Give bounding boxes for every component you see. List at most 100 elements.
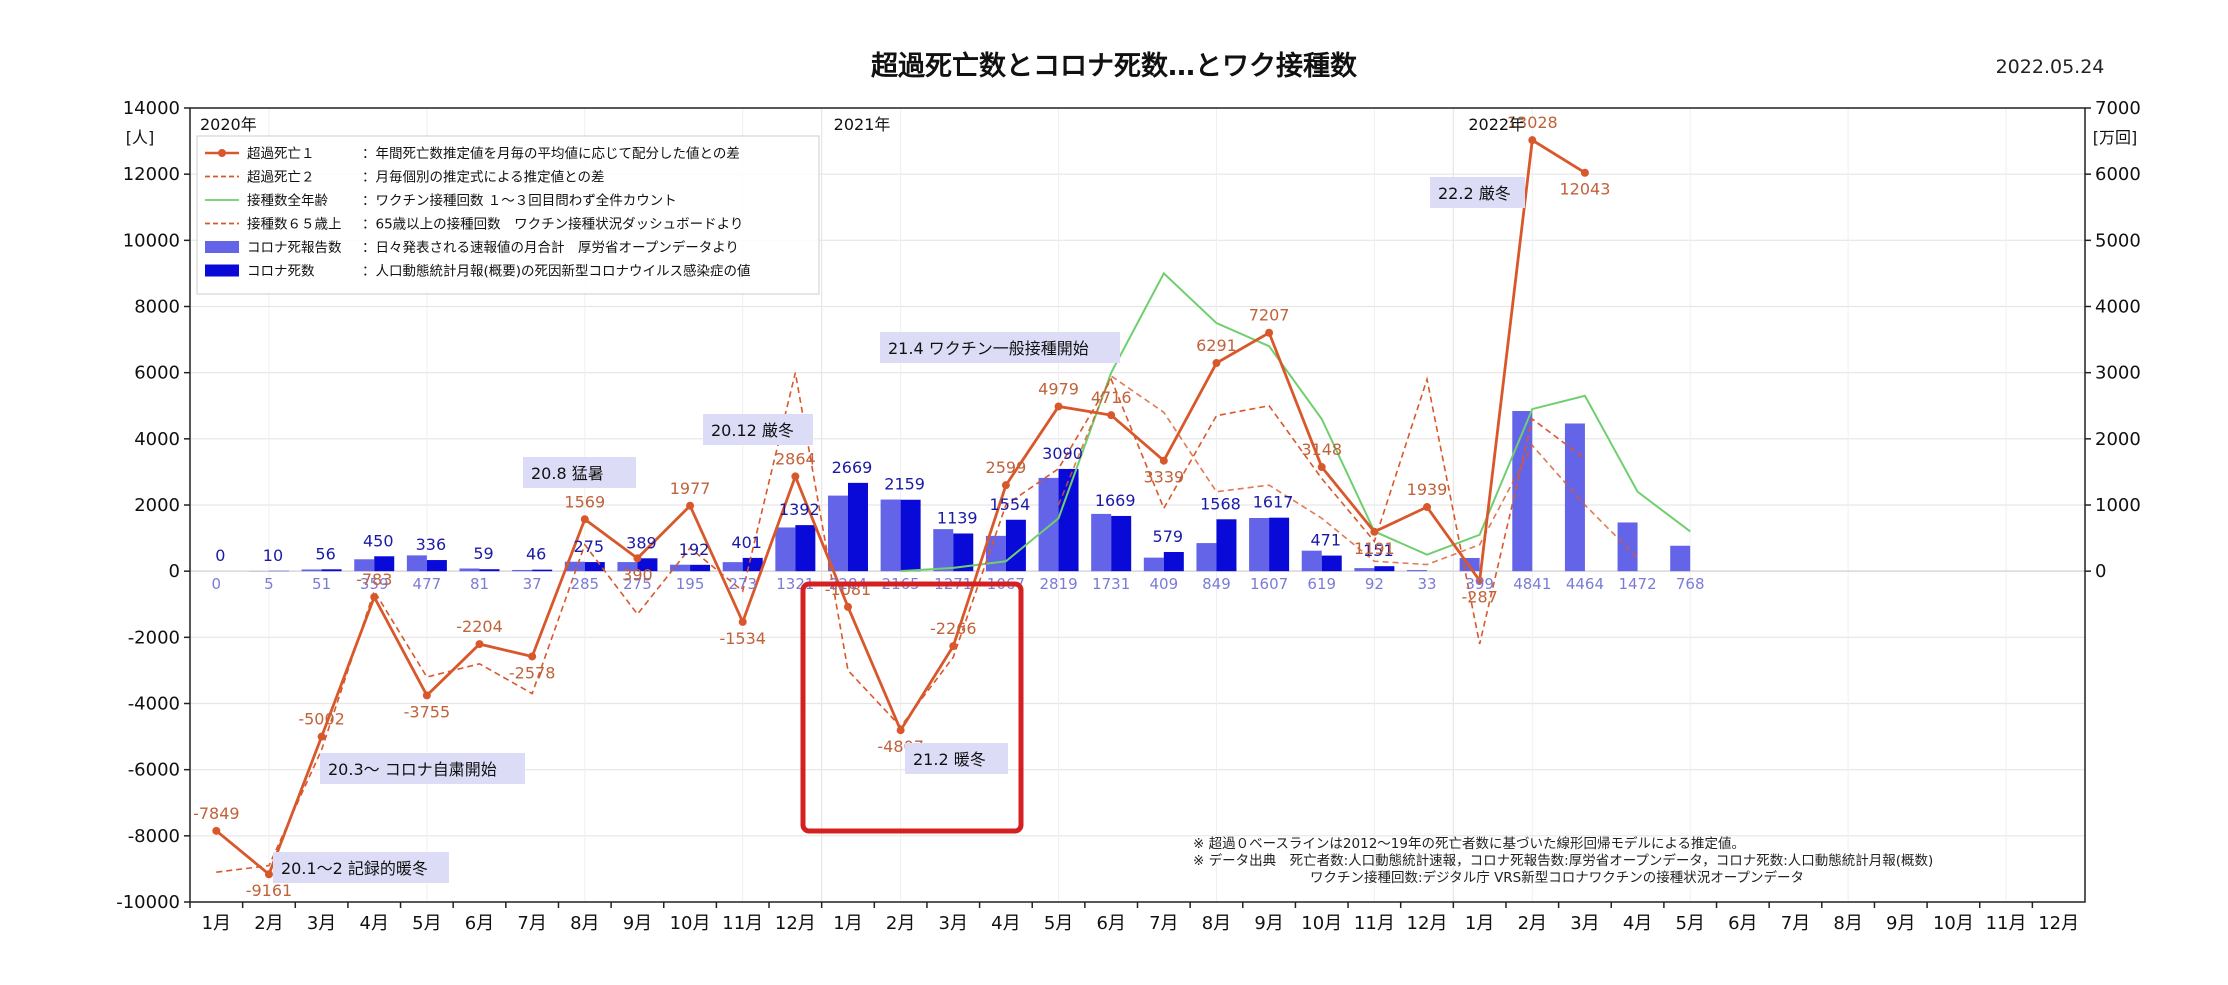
tick-label-x: 10月 (670, 913, 711, 934)
line-vaccination-all (900, 271, 1691, 573)
legend-desc: ：ワクチン接種回数 １～３回目問わず全件カウント (362, 192, 677, 209)
tick-label-x: 5月 (412, 913, 441, 934)
bar-report (1196, 543, 1217, 572)
tick-label-x: 8月 (1202, 913, 1231, 934)
marker-excess-1 (370, 593, 379, 602)
annotation-text: 20.3～ コロナ自粛開始 (328, 760, 497, 779)
label-death: 389 (626, 533, 657, 552)
bar-report (1512, 411, 1533, 572)
marker-excess-1 (1107, 411, 1116, 420)
label-death: 10 (263, 546, 283, 565)
bar-death (900, 499, 921, 572)
label-death: 275 (574, 537, 605, 556)
label-excess-1: 6291 (1196, 336, 1237, 355)
axes: -10000 -8000 -6000 -4000 -2000 0 2000 4000 6000 8… (116, 98, 2141, 934)
label-report: 285 (570, 575, 599, 593)
bar-report (933, 529, 954, 572)
label-death: 56 (315, 544, 335, 563)
bar-report (301, 569, 322, 572)
label-death: 1139 (937, 508, 978, 527)
bar-report (775, 527, 796, 572)
tick-label-x: 8月 (570, 913, 599, 934)
line-vaccination-65 (1057, 374, 1639, 566)
label-report: 409 (1149, 575, 1178, 593)
data-labels: 0 5 51 359 477 81 37 285 275 195 273 1321 2284 2165 12… (193, 113, 1704, 900)
marker-excess-1 (949, 642, 958, 651)
bar-death (1374, 566, 1395, 572)
legend-desc: ：日々発表される速報値の月合計 厚労省オープンデータより (362, 239, 739, 256)
y-right-unit: [万回] (2093, 128, 2138, 147)
marker-excess-1 (528, 652, 537, 661)
tick-label-x: 4月 (991, 913, 1020, 934)
chart-date: 2022.05.24 (1996, 56, 2105, 78)
label-report: 359 (360, 575, 389, 593)
bar-death (690, 564, 711, 572)
tick-label-left: 14000 (123, 98, 180, 119)
label-report: 768 (1676, 575, 1705, 593)
label-report: 1731 (1092, 575, 1130, 593)
legend-name: 超過死亡２ (247, 170, 315, 186)
bar-death (479, 569, 500, 572)
note-line: ※ 超過０ベースラインは2012～19年の死亡者数に基づいた線形回帰モデルによる… (1193, 835, 1745, 852)
marker-excess-1 (1528, 136, 1537, 145)
marker-excess-1 (686, 501, 695, 510)
label-report: 2819 (1039, 575, 1077, 593)
notes: ※ 超過０ベースラインは2012～19年の死亡者数に基づいた線形回帰モデルによる… (1193, 835, 1933, 886)
tick-label-left: 4000 (134, 429, 180, 450)
bars (248, 411, 1691, 572)
legend-name: 接種数６５歳上 (247, 216, 342, 233)
annotation-text: 21.2 暖冬 (913, 750, 986, 769)
marker-excess-1 (896, 726, 905, 735)
label-excess-1: 12043 (1559, 180, 1610, 199)
bar-report (1564, 423, 1585, 572)
tick-label-x: 1月 (833, 913, 862, 934)
annotation-text: 20.8 猛暑 (531, 464, 604, 483)
bar-death (1269, 517, 1290, 572)
tick-label-x: 9月 (623, 913, 652, 934)
legend-name: コロナ死数 (247, 264, 315, 280)
bar-death (374, 556, 395, 572)
label-report: 0 (212, 575, 222, 593)
tick-label-x: 3月 (1570, 913, 1599, 934)
bar-death (426, 560, 447, 572)
bar-death (1216, 519, 1237, 572)
marker-excess-1 (1423, 503, 1432, 512)
label-death: 192 (679, 540, 710, 559)
tick-label-left: -6000 (128, 760, 180, 781)
tick-label-x: 10月 (1933, 913, 1974, 934)
tick-label-x: 6月 (1728, 913, 1757, 934)
marker-excess-1 (1370, 527, 1379, 536)
label-report: 37 (523, 575, 542, 593)
label-excess-1: -1534 (719, 629, 766, 648)
label-report: 1607 (1250, 575, 1288, 593)
label-excess-1: -9161 (246, 881, 293, 900)
tick-label-x: 6月 (465, 913, 494, 934)
label-death: 1568 (1200, 494, 1241, 513)
bar-report (1038, 477, 1059, 572)
marker-excess-1 (791, 472, 800, 481)
bar-death (1058, 468, 1079, 572)
marker-excess-1 (1212, 359, 1221, 368)
bar-death (847, 482, 868, 572)
annotations: 20.1～2 記録的暖冬 20.3～ コロナ自粛開始 20.8 猛暑 20.12 厳冬… (273, 177, 1525, 883)
label-excess-1: -2204 (456, 617, 503, 636)
bar-report (1091, 513, 1112, 572)
tick-label-x: 10月 (1301, 913, 1342, 934)
marker-excess-1 (633, 554, 642, 563)
label-excess-1: 3148 (1301, 440, 1342, 459)
annotation-box (703, 414, 813, 445)
tick-label-right: 0 (2095, 561, 2106, 582)
marker-excess-1 (1265, 328, 1274, 337)
bar-report (617, 562, 638, 572)
year-label: 2020年 (200, 115, 257, 134)
bar-report (512, 569, 533, 572)
label-death: 1554 (990, 495, 1031, 514)
label-report: 4464 (1566, 575, 1604, 593)
label-death: 2159 (884, 475, 925, 494)
label-report: 477 (413, 575, 442, 593)
tick-label-left: 8000 (134, 297, 180, 318)
label-death: 0 (215, 546, 225, 565)
bar-death (1111, 515, 1132, 572)
tick-label-x: 5月 (1675, 913, 1704, 934)
